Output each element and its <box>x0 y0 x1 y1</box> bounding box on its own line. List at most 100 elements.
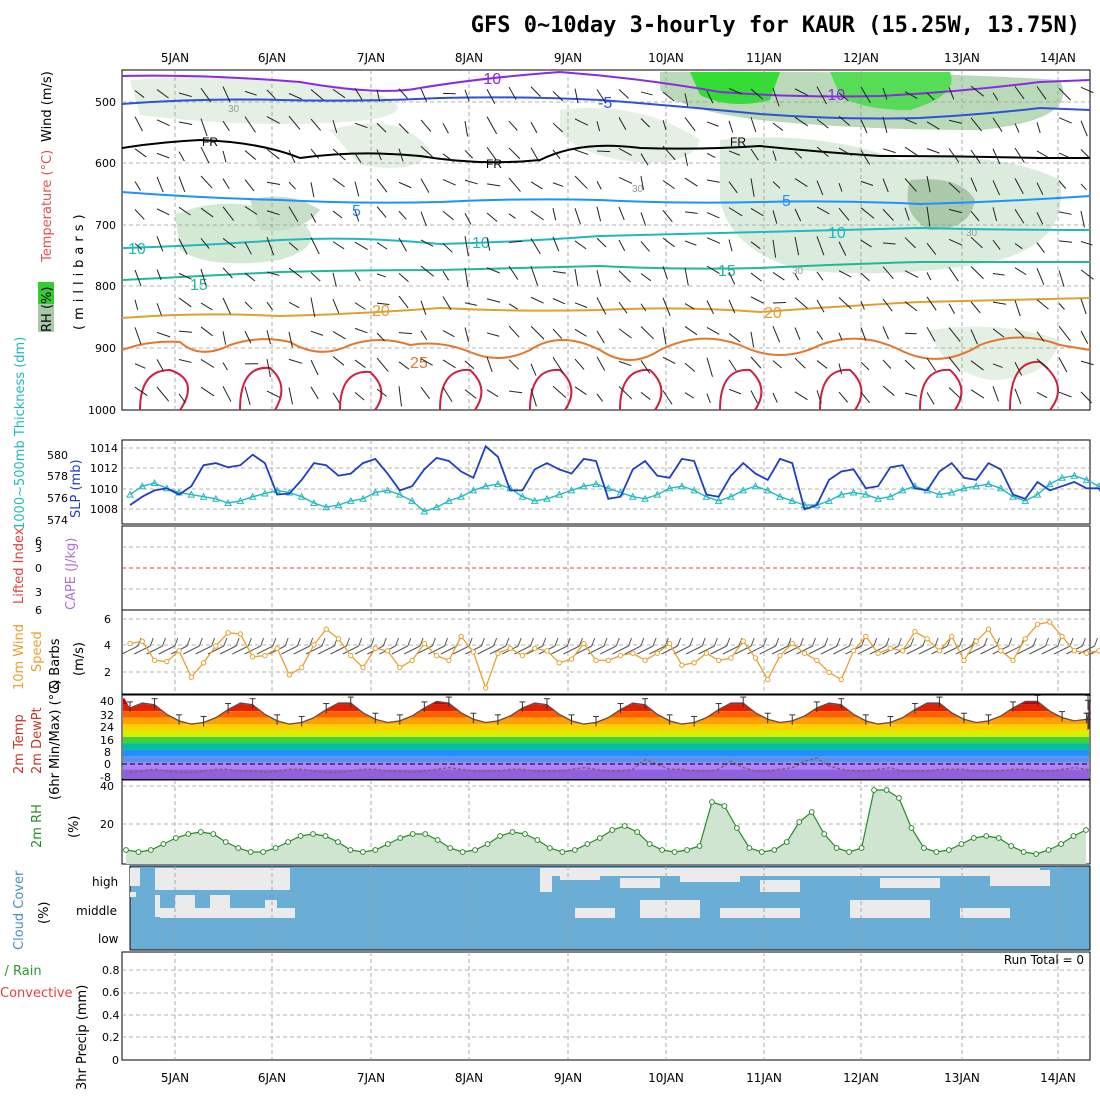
wind10m-barb <box>820 645 838 655</box>
wind-barb <box>684 240 697 246</box>
rh2m-point <box>509 829 516 835</box>
wind10m-barb-flag <box>1069 637 1074 647</box>
stability-panel: 6 3 0 3 6 Lifted Index CAPE (J/kg) <box>12 525 1091 617</box>
pressure-tick: 700 <box>95 219 116 232</box>
wind-barb <box>486 116 498 135</box>
thickness-markers <box>126 471 1100 515</box>
wind-barb <box>486 88 496 104</box>
wind10m-barb-flag <box>689 637 694 647</box>
wind-speed-point <box>581 640 587 647</box>
wind-barb <box>1036 358 1049 369</box>
rh2m-point <box>896 795 902 801</box>
rh2m-point <box>1070 833 1077 839</box>
thickness-point <box>432 503 441 511</box>
wind-speed-point <box>519 652 526 659</box>
wind-barb <box>156 176 164 193</box>
wind-barb <box>486 267 500 274</box>
wind-barb <box>134 90 145 98</box>
svg-text:FR: FR <box>202 135 218 149</box>
wind-barb <box>1080 149 1091 159</box>
wind-barb <box>266 236 275 256</box>
wind-barb <box>662 297 671 317</box>
svg-text:1008: 1008 <box>90 503 118 516</box>
wind-barb <box>772 181 781 189</box>
wind-barb <box>1036 182 1044 195</box>
wind-speed-point <box>801 650 808 656</box>
wind10m-barb-flag <box>1045 637 1049 647</box>
wind-speed-point <box>814 657 820 664</box>
wind-barb <box>772 239 777 258</box>
wind-barb <box>728 388 742 395</box>
rh2m-point <box>260 849 267 855</box>
wind-barb <box>926 206 931 227</box>
rh2m-point <box>459 849 466 855</box>
wind-barb <box>970 236 983 249</box>
temp-color-band <box>123 743 1089 750</box>
wind-barb <box>750 178 755 197</box>
wind-speed-point <box>188 674 195 680</box>
wind-barb <box>376 273 387 278</box>
wind-barb <box>178 272 192 280</box>
wind-barb <box>904 392 918 397</box>
thickness-point <box>567 486 576 494</box>
wind-barb <box>794 327 801 340</box>
contour-labels: -10 -10 -5 FR FR FR 5 5 10 10 10 15 15 2… <box>128 71 978 372</box>
wind10m-barb <box>342 645 359 655</box>
rh2m-point <box>1045 847 1052 853</box>
wind-barb <box>222 297 231 315</box>
wind-barb <box>838 391 849 403</box>
wind10m-barb-flag <box>272 637 277 647</box>
wind-barb <box>882 148 896 154</box>
wind-barb <box>222 206 235 221</box>
wind-barb <box>1014 243 1023 250</box>
wind-barb <box>552 328 563 339</box>
wind-barb <box>398 273 409 282</box>
wind-barb <box>926 272 932 281</box>
wind-barb <box>530 266 539 286</box>
wind-barb <box>310 297 316 318</box>
wind-barb <box>508 240 523 243</box>
wind10m-barb-flag <box>726 637 731 647</box>
rh2m-point <box>970 835 977 841</box>
wind-speed-point <box>568 656 575 662</box>
wind-barb <box>1080 298 1087 315</box>
wind-barb <box>1058 391 1072 398</box>
wind-speed-point <box>409 657 415 664</box>
wind-barb <box>244 301 253 310</box>
wind-barb <box>420 358 433 366</box>
rh2m-point <box>734 825 740 831</box>
wind-speed-point <box>912 628 918 635</box>
cloud-cover-gaps <box>130 868 1050 918</box>
rh2m-point <box>1008 843 1015 849</box>
wind-barb <box>596 356 606 371</box>
wind-barb <box>508 213 516 219</box>
wind-barb <box>904 178 917 192</box>
rh2m-point <box>671 849 678 855</box>
wind10m-barb-flag <box>603 637 608 647</box>
wind10m-barb-flag <box>664 637 669 647</box>
rh2m-point <box>609 827 616 833</box>
wind-speed-point <box>985 626 992 632</box>
wind-barb <box>618 328 632 339</box>
wind-barb <box>926 175 931 193</box>
wind-barb <box>530 181 543 190</box>
isotherm-minus-10 <box>121 70 1091 98</box>
wind-barb <box>640 241 650 252</box>
wind-barb <box>882 242 896 245</box>
wind-barb <box>310 272 321 282</box>
wind-barb <box>574 118 589 126</box>
wind-barb <box>662 91 675 102</box>
wind-barb <box>794 391 808 401</box>
rh2m-point <box>347 847 354 853</box>
wind10m-barb-flag <box>395 637 400 647</box>
lifted-index-label: Lifted Index <box>12 527 27 604</box>
precip-axis-label: 3hr Precip (mm) <box>75 985 90 1090</box>
wind-speed-point <box>151 657 158 664</box>
wind-barb <box>816 206 830 215</box>
wind10m-barb <box>256 645 274 655</box>
wind-barb <box>684 362 696 372</box>
wind10m-unit: (m/s) <box>72 642 87 676</box>
rh2m-point <box>958 841 965 847</box>
wind-barb <box>530 238 541 255</box>
wind10m-barb <box>857 645 875 655</box>
